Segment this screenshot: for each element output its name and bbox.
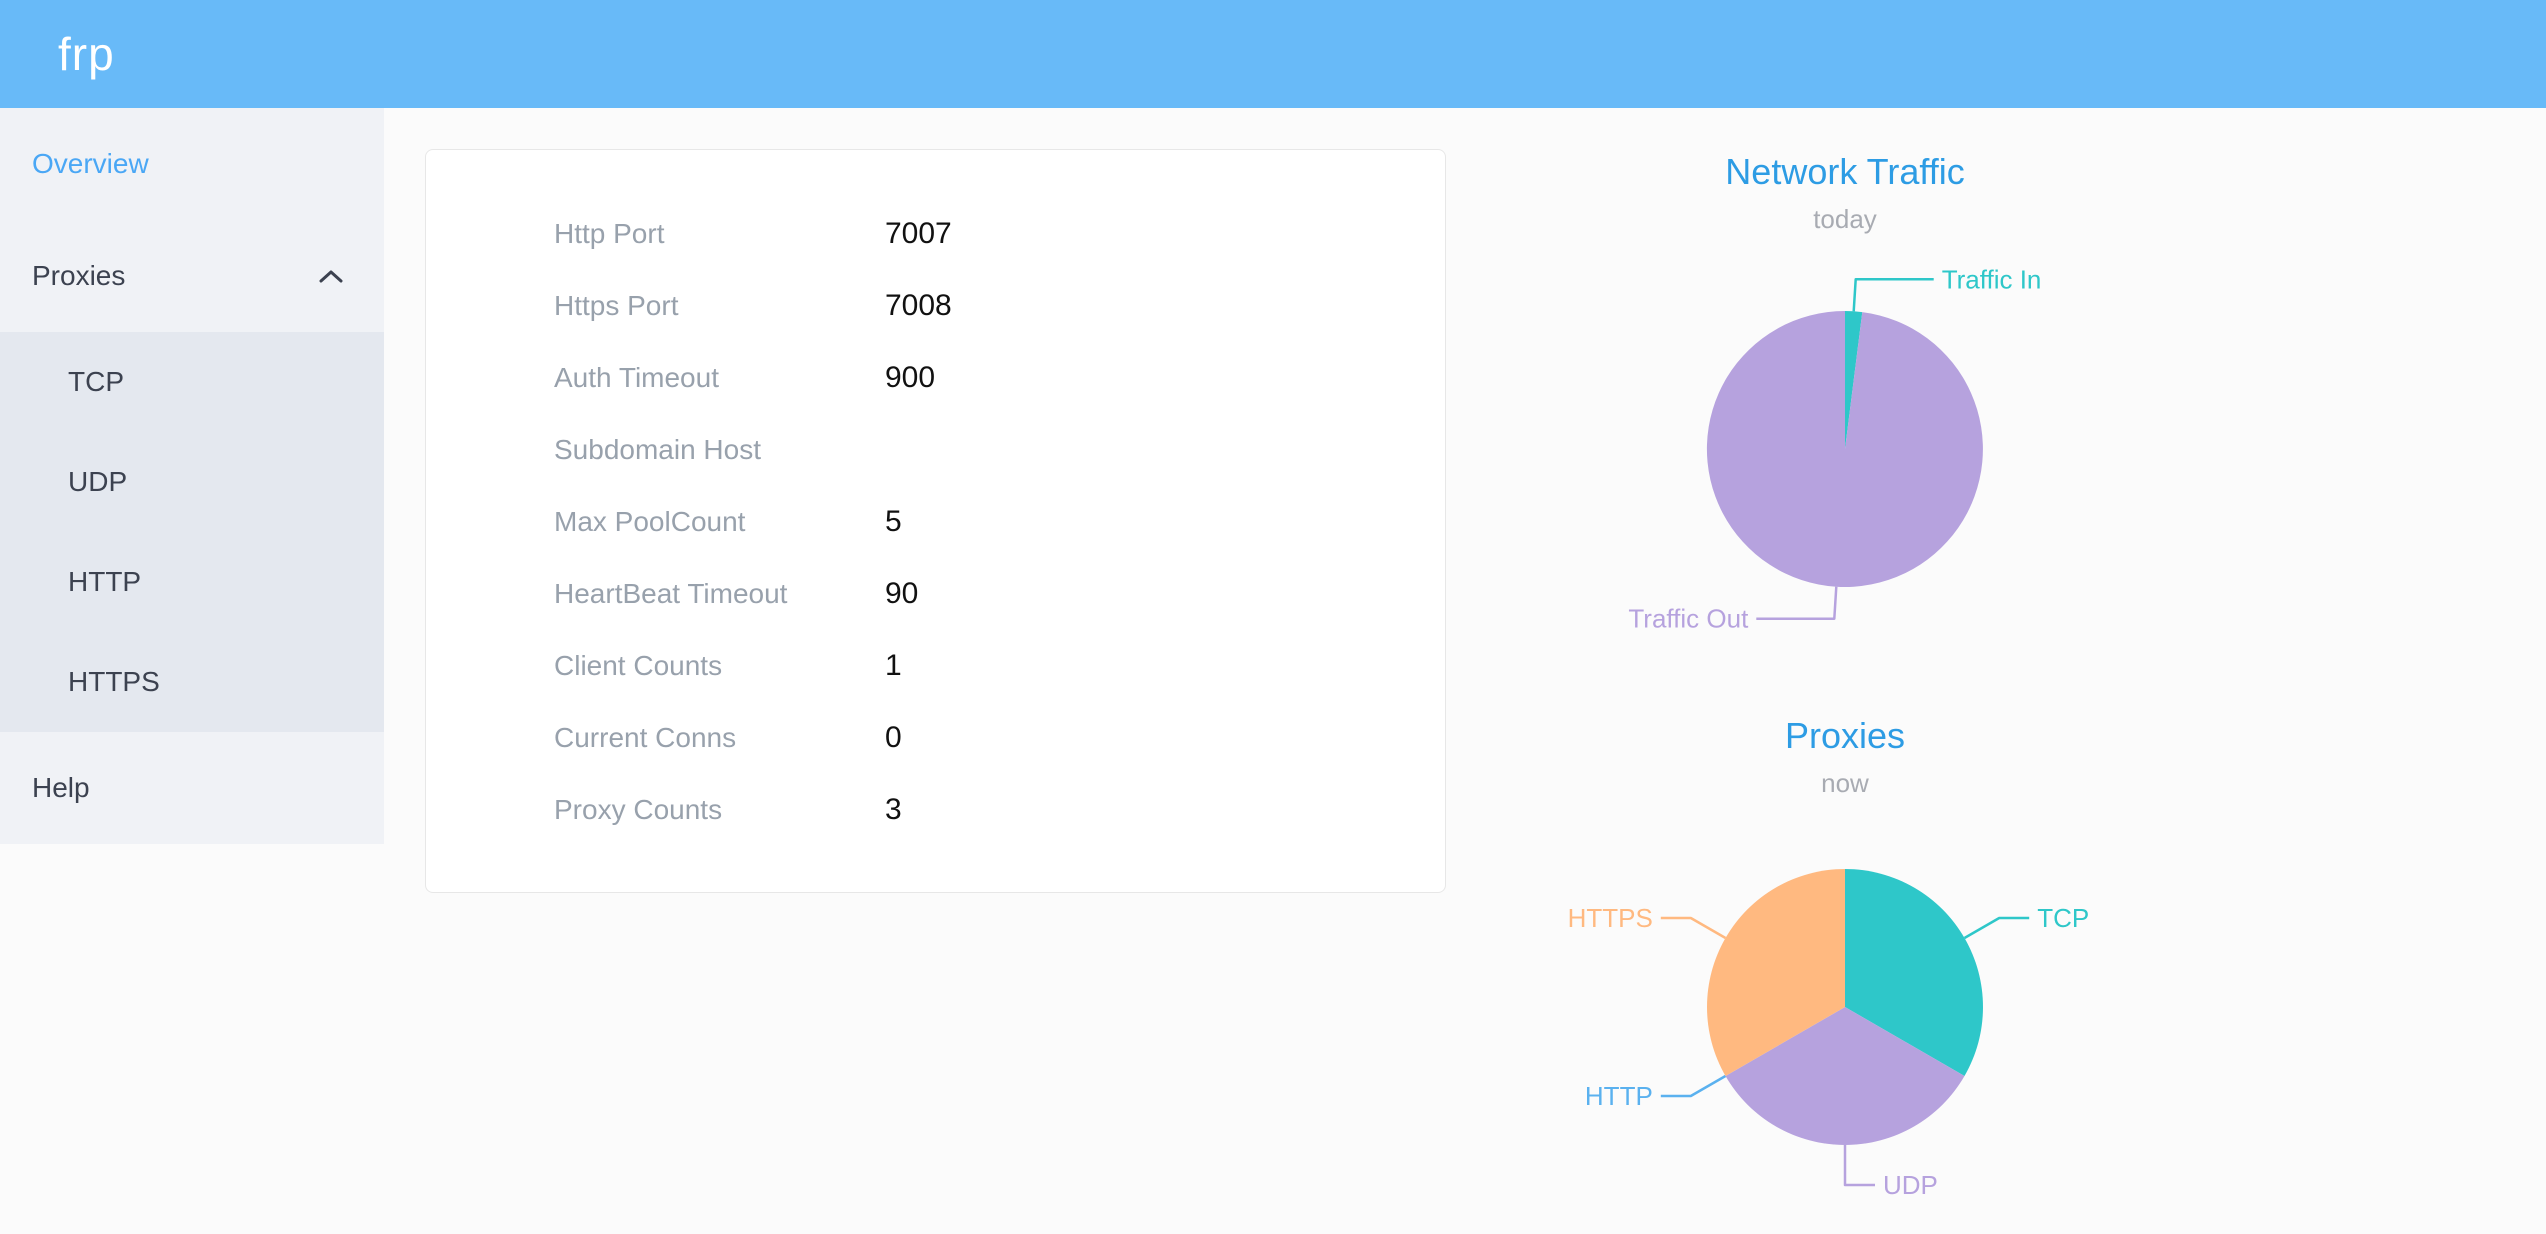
- pie-label-traffic-out: Traffic Out: [1628, 604, 1749, 634]
- chart-title: Network Traffic: [1725, 151, 1965, 192]
- info-value: 3: [885, 793, 902, 826]
- sidebar-item-label: Help: [32, 772, 90, 803]
- sidebar-item-label: Overview: [32, 148, 149, 179]
- network-traffic-chart: Network Traffic today Traffic In Traffic …: [1395, 148, 2295, 666]
- pie-label-http: HTTP: [1585, 1081, 1653, 1111]
- info-label: Proxy Counts: [554, 794, 723, 825]
- pie-slice-traffic-in[interactable]: [1845, 311, 1863, 449]
- pie-label-tcp: TCP: [2037, 903, 2089, 933]
- sidebar-item-help[interactable]: Help: [0, 732, 384, 844]
- info-value: 90: [885, 577, 919, 610]
- info-row: Proxy Counts 3: [426, 774, 1445, 846]
- proxies-pie: TCP UDP HTTP HTTPS: [1568, 869, 2089, 1200]
- chart-title: Proxies: [1784, 715, 1906, 756]
- info-label: Client Counts: [554, 650, 723, 681]
- app-header: frp: [0, 0, 2546, 108]
- pie-label-line-tcp: [1963, 916, 2030, 940]
- sidebar-item-label: TCP: [68, 366, 124, 397]
- sidebar-item-https[interactable]: HTTPS: [0, 632, 384, 732]
- chart-subtitle: today: [1813, 204, 1877, 234]
- pie-label-https: HTTPS: [1568, 903, 1653, 933]
- info-row: Auth Timeout 900: [426, 342, 1445, 414]
- info-value: 5: [885, 505, 902, 538]
- info-row: Subdomain Host: [426, 414, 1445, 486]
- sidebar-item-label: HTTP: [68, 566, 142, 597]
- pie-label-line-https: [1660, 916, 1727, 940]
- sidebar-item-proxies[interactable]: Proxies: [0, 220, 384, 332]
- info-label: Subdomain Host: [554, 434, 762, 465]
- sidebar: Overview Proxies TCP UDP HTTP HTTPS Help: [0, 108, 384, 844]
- pie-slice-traffic-out[interactable]: [1706, 310, 1983, 587]
- info-value: 7008: [885, 289, 952, 322]
- info-label: Auth Timeout: [554, 362, 719, 393]
- pie-label-line-traffic-in: [1852, 278, 1934, 312]
- proxies-chart: Proxies now TCP UDP HTTP HTTPS: [1395, 712, 2295, 1230]
- sidebar-submenu-proxies: TCP UDP HTTP HTTPS: [0, 332, 384, 732]
- info-value: 1: [885, 649, 902, 682]
- pie-label-line-http: [1660, 1074, 1727, 1098]
- pie-label-line-traffic-out: [1756, 586, 1838, 620]
- app-logo: frp: [58, 28, 115, 80]
- info-value: 900: [885, 361, 936, 394]
- info-label: HeartBeat Timeout: [554, 578, 788, 609]
- info-label: Max PoolCount: [554, 506, 746, 537]
- pie-slice-tcp[interactable]: [1845, 869, 1983, 1076]
- info-row: Max PoolCount 5: [426, 486, 1445, 558]
- sidebar-item-overview[interactable]: Overview: [0, 108, 384, 220]
- chart-subtitle: now: [1821, 768, 1869, 798]
- sidebar-item-http[interactable]: HTTP: [0, 532, 384, 632]
- sidebar-item-label: Proxies: [32, 260, 126, 291]
- info-row: Http Port 7007: [426, 198, 1445, 270]
- info-value: 0: [885, 721, 902, 754]
- sidebar-item-tcp[interactable]: TCP: [0, 332, 384, 432]
- chevron-up-icon: [319, 270, 343, 282]
- info-label: Https Port: [554, 290, 679, 321]
- server-info-card: Http Port 7007 Https Port 7008 Auth Time…: [425, 149, 1446, 893]
- pie-label-traffic-in: Traffic In: [1942, 264, 2042, 294]
- pie-label-line-udp: [1843, 1145, 1875, 1187]
- sidebar-item-udp[interactable]: UDP: [0, 432, 384, 532]
- pie-label-udp: UDP: [1883, 1170, 1938, 1200]
- sidebar-item-label: HTTPS: [68, 666, 160, 697]
- pie-slice-https[interactable]: [1707, 869, 1845, 1076]
- info-row: HeartBeat Timeout 90: [426, 558, 1445, 630]
- info-row: Https Port 7008: [426, 270, 1445, 342]
- network-traffic-pie: Traffic In Traffic Out: [1628, 264, 2042, 634]
- sidebar-item-label: UDP: [68, 466, 128, 497]
- pie-slice-udp[interactable]: [1725, 1007, 1965, 1145]
- info-label: Http Port: [554, 218, 665, 249]
- info-label: Current Conns: [554, 722, 737, 753]
- info-row: Client Counts 1: [426, 630, 1445, 702]
- info-value: 7007: [885, 217, 952, 250]
- info-row: Current Conns 0: [426, 702, 1445, 774]
